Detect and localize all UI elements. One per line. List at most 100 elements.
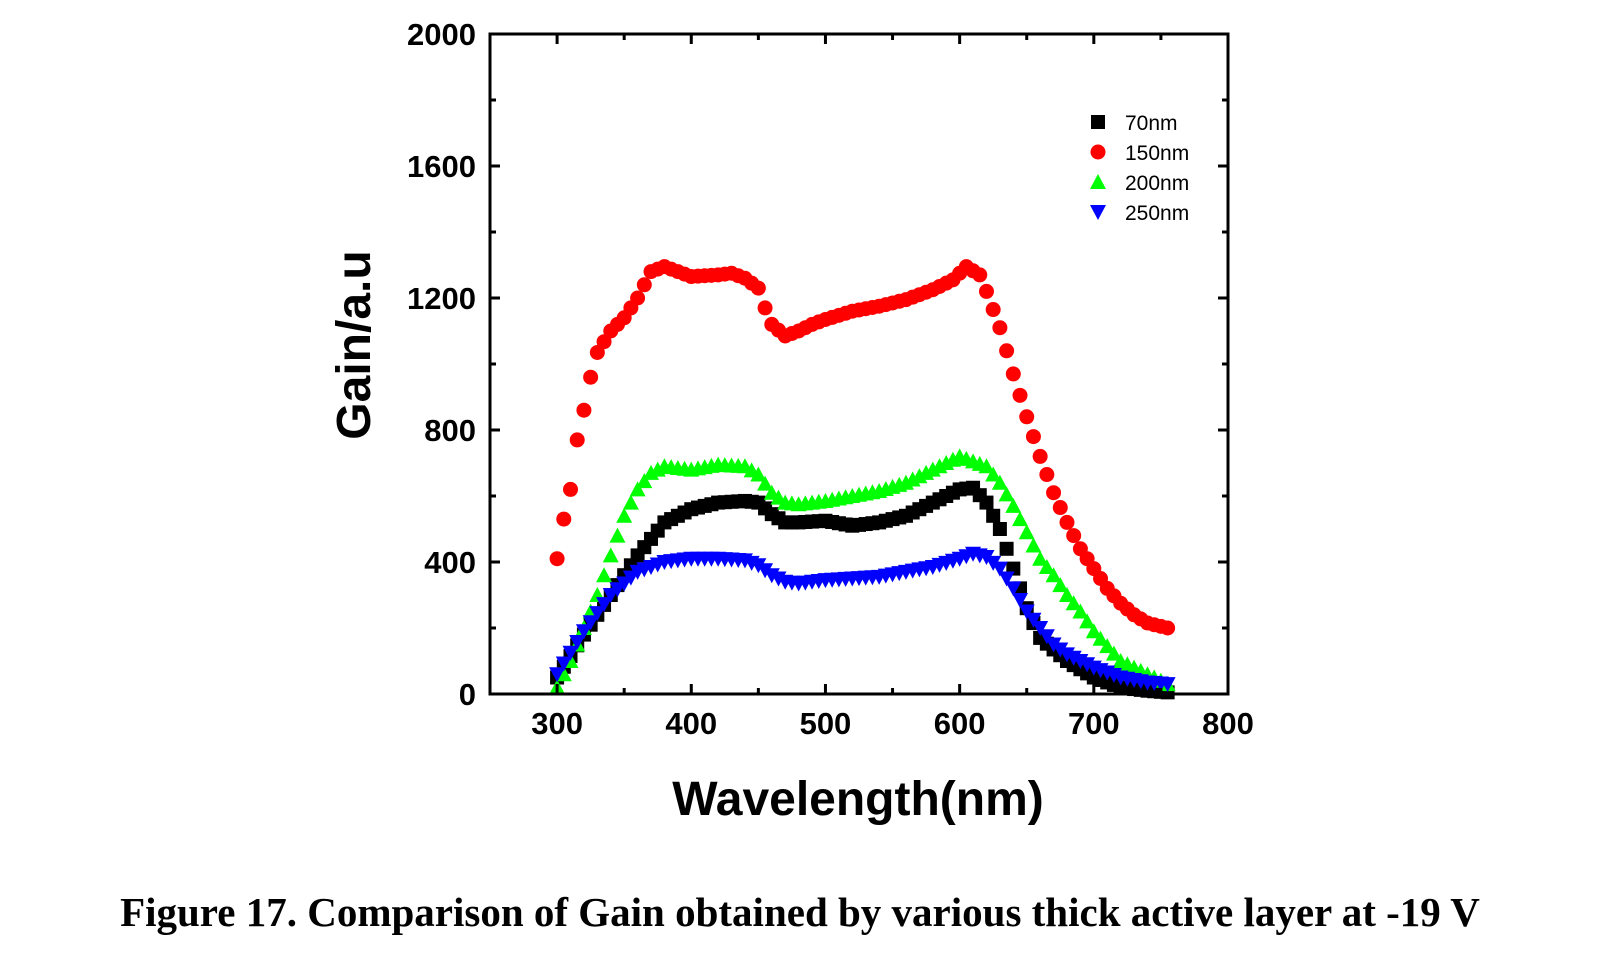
data-point [1038, 558, 1055, 574]
data-point [1025, 429, 1041, 445]
data-point [1046, 485, 1062, 501]
data-point [991, 561, 1008, 577]
axis-tick-labels: 300 400 500 600 700 800 0 400 800 1200 1600 2000 [407, 17, 1254, 741]
data-point [575, 624, 592, 640]
legend-marker [1091, 115, 1105, 129]
data-point [1012, 387, 1028, 403]
legend-marker [1090, 205, 1106, 220]
data-point [757, 563, 774, 579]
axis-ticks [488, 32, 1230, 696]
data-point [1085, 623, 1102, 639]
data-point [1052, 500, 1068, 516]
data-point [596, 334, 612, 350]
legend-marker [1090, 144, 1106, 160]
x-tick-label: 600 [934, 706, 986, 741]
data-point [1045, 567, 1062, 583]
data-point [569, 635, 586, 651]
data-point [1066, 528, 1082, 544]
data-point [1058, 587, 1075, 602]
x-tick-label: 700 [1068, 706, 1120, 741]
data-point [616, 507, 633, 523]
data-point [998, 571, 1015, 587]
data-point [998, 486, 1015, 502]
data-point [596, 597, 613, 613]
legend: 70nm 150nm 200nm 250nm [1090, 112, 1189, 225]
data-point [1099, 638, 1116, 654]
data-point [999, 343, 1015, 359]
data-point [1005, 497, 1022, 513]
data-point [1018, 604, 1035, 620]
data-point [978, 283, 994, 299]
data-point [1105, 645, 1122, 661]
data-point [562, 645, 579, 661]
data-point [986, 508, 1001, 523]
data-point [1005, 581, 1022, 597]
legend-label: 250nm [1125, 202, 1189, 225]
data-point [609, 527, 626, 543]
y-tick-label: 2000 [407, 17, 476, 52]
data-point [630, 290, 646, 306]
data-point [1039, 467, 1055, 483]
series-150nm [549, 259, 1176, 636]
legend-label: 200nm [1125, 172, 1189, 195]
data-point [556, 511, 572, 527]
data-point [972, 267, 988, 283]
data-point [589, 344, 605, 360]
data-point [1065, 595, 1082, 611]
data-point [636, 277, 652, 293]
data-point [602, 547, 619, 563]
data-point [979, 495, 994, 510]
y-tick-label: 1200 [407, 281, 476, 316]
y-tick-label: 1600 [407, 149, 476, 184]
plot-markers [549, 259, 1176, 700]
data-point [991, 474, 1008, 490]
legend-label: 70nm [1125, 112, 1178, 135]
data-point [549, 551, 565, 567]
data-point [569, 432, 585, 448]
data-point [629, 481, 646, 497]
data-point [555, 666, 572, 682]
data-point [985, 466, 1002, 482]
x-tick-label: 400 [665, 706, 717, 741]
data-point [1160, 620, 1176, 636]
series-250nm [549, 546, 1176, 693]
data-point [992, 522, 1007, 536]
data-point [596, 567, 613, 583]
data-point [750, 466, 767, 482]
data-point [1025, 537, 1042, 553]
data-point [1052, 577, 1069, 593]
data-point [985, 302, 1001, 318]
data-point [549, 667, 566, 683]
data-point [992, 320, 1008, 336]
data-point [1032, 550, 1049, 566]
data-point [1032, 448, 1048, 464]
y-tick-label: 0 [459, 677, 476, 712]
data-point [582, 615, 599, 631]
y-tick-label: 400 [424, 545, 476, 580]
data-point [563, 481, 579, 497]
data-point [622, 494, 639, 510]
data-point [750, 280, 766, 296]
data-point [1159, 677, 1176, 693]
data-point [1079, 613, 1096, 629]
y-tick-label: 800 [424, 413, 476, 448]
x-tick-label: 300 [531, 706, 583, 741]
data-point [978, 458, 995, 474]
data-point [589, 606, 606, 622]
data-point [1059, 514, 1075, 530]
data-point [1012, 592, 1029, 608]
y-axis-title: Gain/a.u [328, 250, 381, 439]
figure-caption: Figure 17. Comparison of Gain obtained b… [120, 889, 1480, 935]
data-point [757, 300, 773, 316]
data-point [636, 473, 653, 489]
data-point [999, 541, 1014, 556]
data-point [583, 369, 599, 385]
x-axis-title: Wavelength(nm) [672, 773, 1044, 826]
data-point [750, 558, 767, 574]
data-point [1019, 409, 1035, 425]
legend-label: 150nm [1125, 142, 1189, 165]
data-point [1025, 612, 1042, 628]
data-point [1072, 603, 1089, 619]
x-tick-label: 800 [1202, 706, 1254, 741]
